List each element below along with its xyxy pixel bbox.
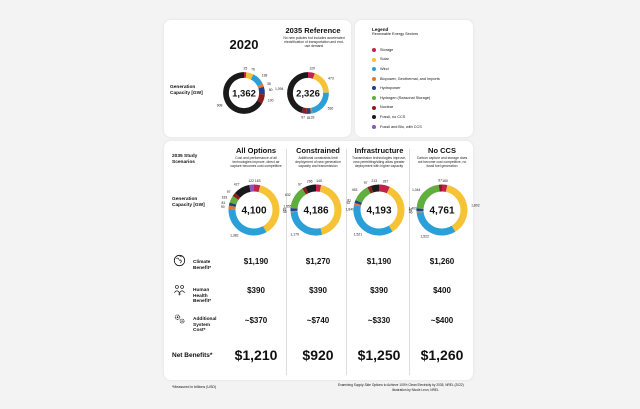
scenario-subtitle: Additional constraints limit deployment … (295, 156, 341, 169)
legend-label: Hydrogen (Seasonal Storage) (380, 95, 431, 100)
footer-source: Examining Supply-Side Options to Achieve… (338, 383, 464, 387)
row-label-system: Additional System Cost* (193, 317, 217, 334)
column-divider-3 (409, 149, 410, 375)
system-cost-value: ~$740 (306, 316, 330, 325)
row-label-climate: Climate Benefit* (193, 260, 212, 271)
climate-benefit-value: $1,260 (429, 257, 455, 266)
legend-label: Storage (380, 47, 394, 52)
legend-label: Fossil, no CCS (380, 114, 406, 119)
legend-swatch (372, 105, 376, 110)
legend-swatch (372, 96, 376, 100)
system-cost-value: ~$400 (430, 316, 454, 325)
row-label-capacity: Generation Capacity [GW] (172, 197, 205, 208)
climate-benefit-value: $1,190 (243, 257, 269, 266)
subtitle-2035-reference: No new policies but includes accelerated… (283, 36, 345, 49)
legend-swatch (372, 86, 376, 91)
legend-swatch (372, 57, 376, 62)
scenario-subtitle: Transmission technologies improve, new p… (352, 156, 406, 169)
row-label-net: Net Benefits* (172, 352, 213, 359)
title-2035-reference: 2035 Reference (285, 26, 341, 35)
net-benefit-value: $1,210 (234, 347, 278, 363)
scenario-title: Constrained (296, 146, 340, 155)
scenario-subtitle: Cost and performance of all technologies… (230, 156, 282, 169)
health-benefit-value: $390 (309, 286, 327, 295)
row-label-health: Human Health Benefit* (193, 288, 212, 305)
legend-swatch (372, 124, 376, 129)
footer-credit: Illustration by Nicole Leon, NREL (392, 388, 439, 392)
system-cost-value: ~$370 (244, 316, 268, 325)
reference-panel: 2020 2035 Reference No new policies but … (164, 20, 351, 137)
health-benefit-value: $400 (433, 286, 451, 295)
system-cost-value: ~$330 (367, 316, 391, 325)
scenario-title: Infrastructure (354, 146, 404, 155)
scenario-title: No CCS (428, 146, 456, 155)
legend-label: Biopower, Geothermal, and Imports (380, 76, 440, 81)
scenario-title: All Options (236, 146, 276, 155)
row-label-capacity-top: Generation Capacity [GW] (170, 85, 203, 96)
net-benefit-value: $1,260 (420, 347, 464, 363)
net-benefit-value: $920 (302, 347, 334, 363)
people-icon (174, 285, 185, 296)
legend-swatch (372, 76, 376, 81)
legend-swatch (372, 67, 376, 72)
net-benefit-value: $1,250 (357, 347, 401, 363)
legend-subtitle: Renewable Energy Sectors (372, 32, 419, 36)
scenario-subtitle: Carbon capture and storage does not beco… (416, 156, 468, 169)
gears-icon (174, 314, 185, 324)
row-header-scenarios: 2035 Study Scenarios (172, 154, 198, 165)
climate-benefit-value: $1,190 (366, 257, 392, 266)
legend-swatch (372, 48, 376, 52)
column-divider-1 (286, 149, 287, 375)
column-divider-2 (346, 149, 347, 375)
legend-title: Legend (372, 27, 389, 32)
legend-label: Hydropower (380, 86, 401, 91)
globe-icon (173, 254, 186, 267)
climate-benefit-value: $1,270 (305, 257, 331, 266)
health-benefit-value: $390 (370, 286, 388, 295)
scenarios-panel: 2035 Study Scenarios Generation Capacity… (164, 141, 473, 380)
footer-note: *Measured in billions (USD) (172, 385, 217, 389)
legend-panel: Legend Renewable Energy Sectors Storage S… (355, 20, 473, 137)
legend-label: Wind (380, 66, 389, 71)
legend-swatch (372, 115, 376, 120)
legend-label: Fossil and Bio, with CCS (380, 124, 422, 129)
health-benefit-value: $390 (247, 286, 265, 295)
title-2020: 2020 (229, 37, 259, 52)
legend-label: Nuclear (380, 105, 394, 110)
legend-label: Solar (380, 57, 389, 62)
